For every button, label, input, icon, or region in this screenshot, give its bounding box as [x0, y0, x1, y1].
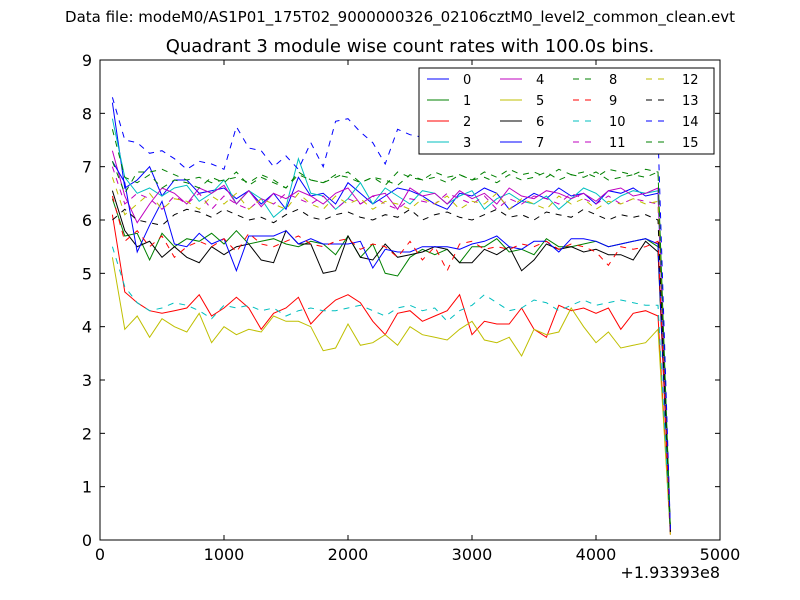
series-line-6 [111, 190, 671, 533]
y-tick-label: 4 [82, 318, 92, 337]
y-tick-label: 2 [82, 424, 92, 443]
legend-label-8: 8 [609, 73, 617, 88]
series-line-7 [111, 161, 671, 533]
y-tick-label: 9 [82, 51, 92, 70]
legend-label-3: 3 [463, 136, 471, 151]
series-line-5 [111, 257, 671, 535]
series-line-11 [111, 166, 671, 533]
series-line-14 [111, 97, 671, 530]
legend-label-4: 4 [536, 73, 544, 88]
x-tick-label: 1000 [204, 545, 245, 564]
series-line-1 [111, 198, 671, 530]
series-line-2 [111, 214, 671, 535]
y-tick-label: 7 [82, 158, 92, 177]
legend-label-6: 6 [536, 115, 544, 130]
series-line-3 [111, 118, 671, 533]
x-tick-label: 4000 [576, 545, 617, 564]
x-tick-label: 2000 [328, 545, 369, 564]
legend-label-7: 7 [536, 136, 544, 151]
figure-title: Data file: modeM0/AS1P01_175T02_90000003… [65, 8, 735, 26]
legend-label-11: 11 [609, 136, 626, 151]
y-tick-label: 3 [82, 371, 92, 390]
legend-label-1: 1 [463, 94, 471, 109]
series-line-13 [112, 208, 671, 533]
series-lines [111, 97, 671, 535]
y-tick-label: 1 [82, 478, 92, 497]
x-tick-label: 0 [95, 545, 105, 564]
legend-box [418, 67, 715, 155]
series-line-12 [111, 177, 671, 533]
y-tick-label: 6 [82, 211, 92, 230]
legend-label-12: 12 [682, 73, 699, 88]
legend-label-13: 13 [682, 94, 699, 109]
x-offset-label: +1.93393e8 [620, 563, 720, 582]
legend-label-15: 15 [682, 136, 699, 151]
plot-frame [99, 59, 721, 541]
x-tick-label: 5000 [700, 545, 741, 564]
series-line-10 [111, 246, 671, 533]
legend-label-10: 10 [609, 115, 626, 130]
legend-label-5: 5 [536, 94, 544, 109]
series-line-9 [111, 195, 671, 533]
y-tick-label: 0 [82, 531, 92, 550]
y-tick-label: 8 [82, 104, 92, 123]
chart-title: Quadrant 3 module wise count rates with … [165, 36, 655, 57]
x-tick-label: 3000 [452, 545, 493, 564]
legend-label-14: 14 [682, 115, 699, 130]
y-tick-label: 5 [82, 264, 92, 283]
series-line-15 [111, 129, 671, 530]
series-line-8 [111, 161, 671, 530]
legend-label-2: 2 [463, 115, 471, 130]
legend-label-0: 0 [463, 73, 471, 88]
legend-label-9: 9 [609, 94, 617, 109]
x-axis: 0 1000 2000 3000 4000 5000 [95, 60, 740, 564]
